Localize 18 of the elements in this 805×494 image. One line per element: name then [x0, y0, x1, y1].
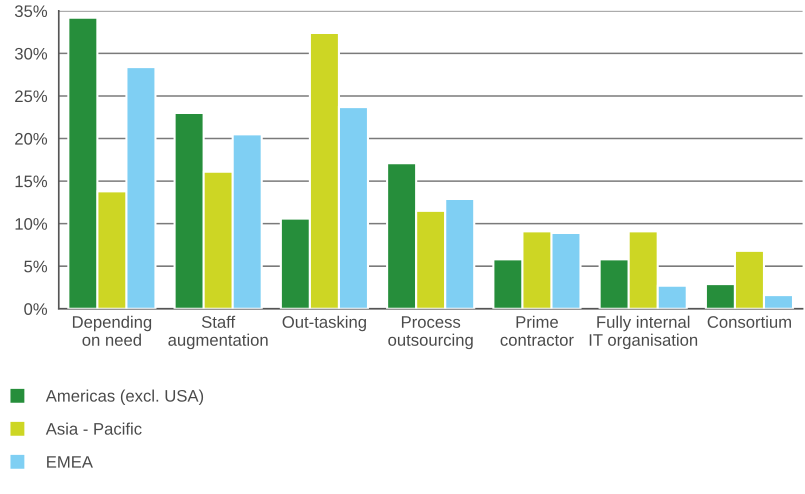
y-tick-label: 10% [16, 218, 48, 230]
x-tick-label: Depending on need [72, 316, 152, 346]
x-tick-label: Fully internal IT organisation [590, 316, 698, 350]
y-tick-label: 25% [15, 90, 48, 102]
legend-label: EMEA [47, 456, 93, 468]
x-tick-label: Process outsourcing [388, 316, 473, 350]
y-tick-label: 30% [14, 48, 48, 60]
x-tick-label: Staff augmentation [168, 316, 268, 350]
y-tick-label: 15% [16, 176, 48, 188]
y-tick-label: 20% [15, 132, 48, 145]
x-tick-label: Prime contractor [500, 316, 574, 346]
y-tick-label: 5% [24, 260, 48, 272]
legend-label: Asia - Pacific [46, 422, 142, 435]
y-tick-label: 35% [14, 5, 48, 18]
x-tick-label: Consortium [708, 316, 791, 328]
x-tick-label: Out-tasking [282, 316, 366, 332]
y-tick-label: 0% [24, 303, 48, 315]
legend-label: Americas (excl. USA) [46, 390, 204, 406]
